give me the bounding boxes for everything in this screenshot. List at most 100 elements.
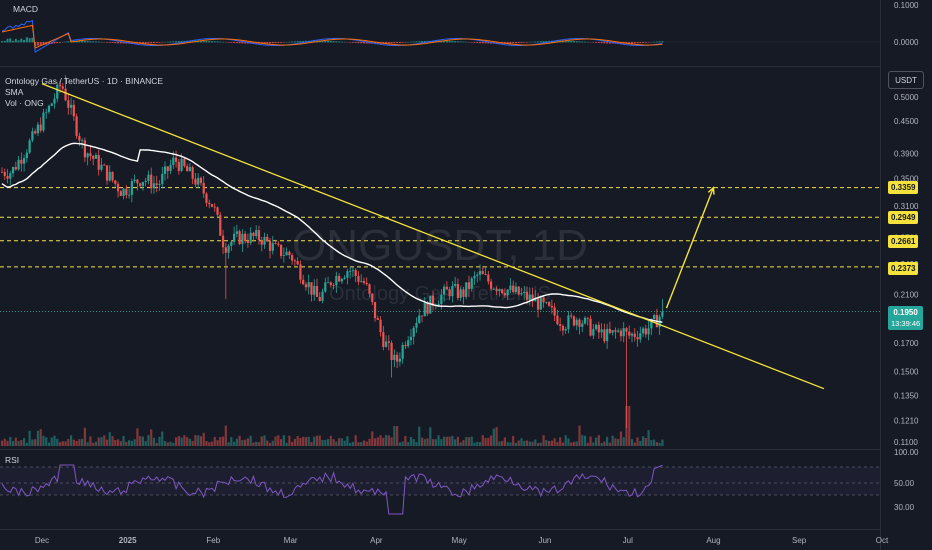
countdown-timer: 13:39:46 bbox=[891, 319, 921, 328]
macd-histogram-bar bbox=[473, 42, 476, 43]
macd-histogram-bar bbox=[517, 42, 520, 44]
candle-body bbox=[559, 324, 562, 326]
volume-bar bbox=[119, 441, 122, 446]
candle-body bbox=[0, 171, 4, 173]
candle-body bbox=[221, 235, 225, 248]
volume-bar bbox=[404, 435, 407, 446]
candle-body bbox=[625, 328, 628, 332]
macd-histogram-bar bbox=[150, 42, 153, 44]
candle-body bbox=[517, 286, 520, 295]
macd-histogram-bar bbox=[365, 42, 368, 44]
volume-bar bbox=[78, 439, 81, 446]
volume-bar bbox=[233, 441, 236, 446]
macd-histogram-bar bbox=[291, 41, 294, 43]
volume-bar bbox=[658, 442, 661, 446]
time-tick-label: Aug bbox=[706, 536, 720, 545]
candle-body bbox=[376, 318, 379, 320]
volume-bar bbox=[531, 441, 534, 446]
volume-bar bbox=[448, 436, 451, 446]
volume-bar bbox=[224, 425, 227, 446]
candle-body bbox=[61, 86, 64, 89]
volume-bar bbox=[520, 438, 523, 446]
macd-histogram-bar bbox=[357, 42, 360, 44]
candle-body bbox=[606, 328, 609, 342]
volume-bar bbox=[205, 441, 208, 446]
candle-body bbox=[630, 333, 634, 336]
macd-signal-line bbox=[1, 24, 663, 49]
volume-bar bbox=[105, 439, 109, 446]
macd-histogram-bar bbox=[564, 40, 567, 43]
candle-body bbox=[462, 289, 465, 297]
volume-bar bbox=[326, 438, 330, 446]
macd-histogram-bar bbox=[230, 42, 233, 43]
macd-histogram-bar bbox=[586, 41, 589, 43]
volume-bar bbox=[561, 442, 565, 446]
candle-body bbox=[332, 285, 335, 286]
currency-selector[interactable]: USDT bbox=[888, 71, 924, 89]
candle-body bbox=[470, 278, 473, 289]
volume-bar bbox=[611, 435, 614, 446]
macd-histogram-bar bbox=[202, 40, 205, 43]
volume-indicator-label[interactable]: Vol · ONG bbox=[5, 98, 44, 108]
candle-body bbox=[379, 319, 382, 333]
candle-body bbox=[78, 135, 81, 141]
macd-histogram-bar bbox=[570, 40, 573, 43]
candle-body bbox=[503, 292, 506, 296]
volume-bar bbox=[166, 442, 169, 446]
candle-body bbox=[141, 181, 145, 186]
macd-histogram-bar bbox=[269, 42, 272, 44]
volume-bar bbox=[338, 438, 341, 446]
macd-histogram-bar bbox=[401, 42, 404, 43]
macd-histogram-bar bbox=[451, 41, 454, 43]
price-tick-label: 0.1210 bbox=[894, 416, 919, 425]
rsi-tick-label: 50.00 bbox=[894, 479, 915, 488]
macd-histogram-bar bbox=[332, 41, 335, 43]
watermark-name: Ontology Gas / TetherUS bbox=[329, 283, 551, 305]
volume-bar bbox=[622, 437, 625, 446]
symbol-title[interactable]: Ontology Gas / TetherUS · 1D · BINANCE bbox=[5, 76, 164, 86]
candle-body bbox=[600, 329, 603, 333]
macd-histogram-bar bbox=[421, 41, 423, 43]
volume-bar bbox=[307, 436, 310, 446]
macd-histogram-bar bbox=[462, 41, 465, 43]
volume-bar bbox=[556, 442, 559, 446]
macd-histogram-bar bbox=[343, 41, 346, 43]
macd-histogram-bar bbox=[89, 41, 92, 43]
candle-body bbox=[111, 171, 114, 181]
sma-indicator-label[interactable]: SMA bbox=[5, 87, 24, 97]
volume-bar bbox=[589, 436, 592, 446]
volume-bar bbox=[304, 437, 308, 446]
volume-bar bbox=[409, 436, 413, 446]
candle-body bbox=[208, 202, 211, 205]
volume-bar bbox=[528, 441, 531, 446]
volume-bar bbox=[340, 438, 343, 446]
candle-body bbox=[34, 131, 37, 134]
candle-body bbox=[197, 177, 200, 185]
volume-bar bbox=[67, 438, 70, 446]
candle-body bbox=[586, 317, 589, 319]
macd-histogram-bar bbox=[481, 42, 484, 44]
volume-bar bbox=[376, 437, 379, 446]
volume-bar bbox=[440, 439, 443, 446]
candle-body bbox=[155, 183, 158, 186]
candle-body bbox=[25, 152, 28, 159]
volume-bar bbox=[503, 437, 506, 446]
candle-body bbox=[520, 293, 523, 295]
candle-body bbox=[67, 100, 70, 108]
candle-body bbox=[277, 243, 280, 245]
candle-body bbox=[467, 282, 471, 289]
macd-histogram-bar bbox=[647, 42, 650, 43]
candle-body bbox=[362, 280, 366, 283]
candle-body bbox=[608, 328, 611, 333]
macd-histogram-bar bbox=[476, 42, 479, 43]
macd-histogram-bar bbox=[351, 42, 354, 43]
candle-body bbox=[390, 342, 393, 361]
macd-histogram-bar bbox=[1, 41, 3, 43]
candle-body bbox=[628, 331, 631, 336]
candle-body bbox=[116, 183, 120, 192]
macd-histogram-bar bbox=[658, 41, 661, 43]
volume-bar bbox=[260, 436, 263, 446]
macd-histogram-bar bbox=[509, 42, 512, 44]
volume-bar bbox=[418, 426, 421, 446]
candle-body bbox=[310, 282, 313, 295]
